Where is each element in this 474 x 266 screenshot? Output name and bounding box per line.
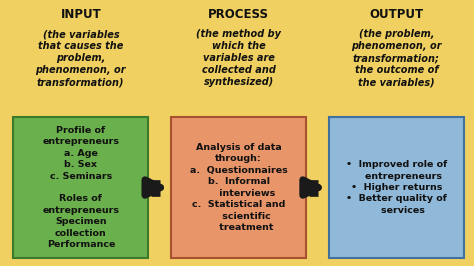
FancyBboxPatch shape	[329, 117, 464, 258]
Text: INPUT: INPUT	[61, 8, 101, 21]
Text: PROCESS: PROCESS	[208, 8, 269, 21]
FancyBboxPatch shape	[171, 117, 306, 258]
Text: (the problem,
phenomenon, or
transformation;
the outcome of
the variables): (the problem, phenomenon, or transformat…	[351, 29, 442, 87]
Text: OUTPUT: OUTPUT	[369, 8, 424, 21]
Text: Profile of
entrepreneurs
a. Age
b. Sex
c. Seminars

Roles of
entrepreneurs
Speci: Profile of entrepreneurs a. Age b. Sex c…	[42, 126, 119, 249]
Text: •  Improved role of
    entrepreneurs
•  Higher returns
•  Better quality of
   : • Improved role of entrepreneurs • Highe…	[346, 160, 447, 215]
Text: Analysis of data
through:
a.  Questionnaires
b.  Informal
     interviews
c.  St: Analysis of data through: a. Questionnai…	[190, 143, 288, 232]
Text: (the variables
that causes the
problem,
phenomenon, or
transformation): (the variables that causes the problem, …	[36, 29, 126, 87]
Text: (the method by
which the
variables are
collected and
synthesized): (the method by which the variables are c…	[196, 29, 281, 87]
FancyBboxPatch shape	[13, 117, 148, 258]
